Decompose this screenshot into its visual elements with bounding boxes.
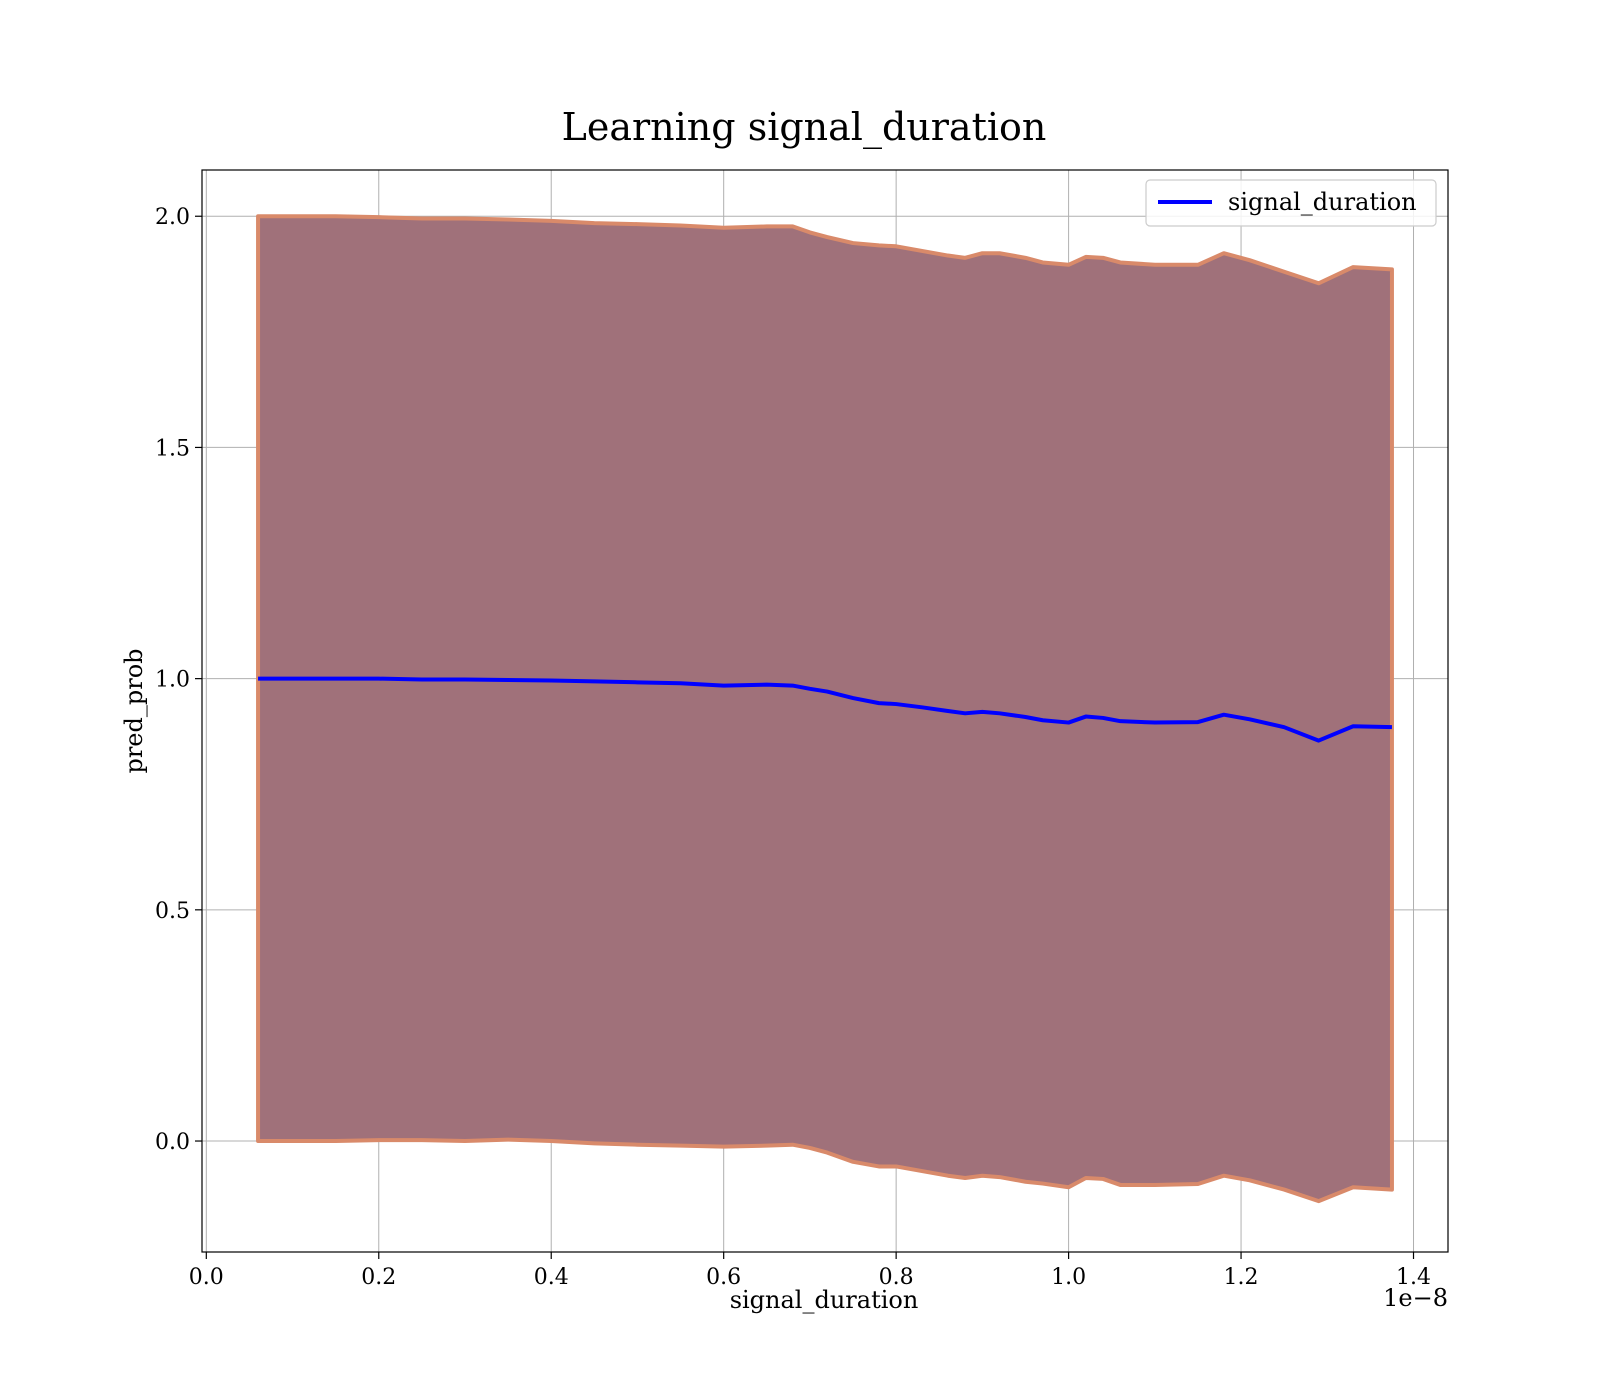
x-tick-label: 0.6 bbox=[706, 1265, 741, 1290]
y-tick-label: 1.0 bbox=[155, 668, 190, 693]
x-tick-label: 1.4 bbox=[1396, 1265, 1431, 1290]
y-tick-label: 2.0 bbox=[155, 205, 190, 230]
x-tick-label: 0.2 bbox=[361, 1265, 396, 1290]
x-tick-label: 1.0 bbox=[1051, 1265, 1086, 1290]
y-tick-label: 1.5 bbox=[155, 436, 190, 461]
y-axis-label: pred_prob bbox=[120, 648, 148, 773]
x-tick-label: 1.2 bbox=[1224, 1265, 1259, 1290]
legend: signal_duration bbox=[1145, 179, 1437, 227]
x-tick-label: 0.0 bbox=[189, 1265, 224, 1290]
plot-frame bbox=[201, 169, 1449, 1253]
x-axis-label: signal_duration bbox=[730, 1286, 919, 1314]
x-tick-label: 0.8 bbox=[879, 1265, 914, 1290]
x-tick-label: 0.4 bbox=[534, 1265, 569, 1290]
legend-box bbox=[1145, 179, 1437, 227]
confidence-band-layer bbox=[256, 214, 1394, 1204]
series-line-layer bbox=[258, 676, 1392, 743]
x-axis-ticks: 0.0 0.2 0.4 0.6 0.8 1.0 1.2 1.4 bbox=[189, 1252, 1431, 1290]
x-axis-offset-label: 1e−8 bbox=[1383, 1284, 1448, 1312]
y-tick-label: 0.0 bbox=[155, 1130, 190, 1155]
series-line-signal-duration bbox=[258, 676, 1392, 743]
y-axis-ticks: 0.0 0.5 1.0 1.5 2.0 bbox=[155, 205, 202, 1155]
plot-area bbox=[201, 169, 1449, 1253]
confidence-band bbox=[256, 214, 1394, 1204]
y-tick-label: 0.5 bbox=[155, 899, 190, 924]
legend-entry-signal-duration: signal_duration bbox=[1228, 188, 1417, 216]
chart-title: Learning signal_duration bbox=[562, 105, 1047, 150]
